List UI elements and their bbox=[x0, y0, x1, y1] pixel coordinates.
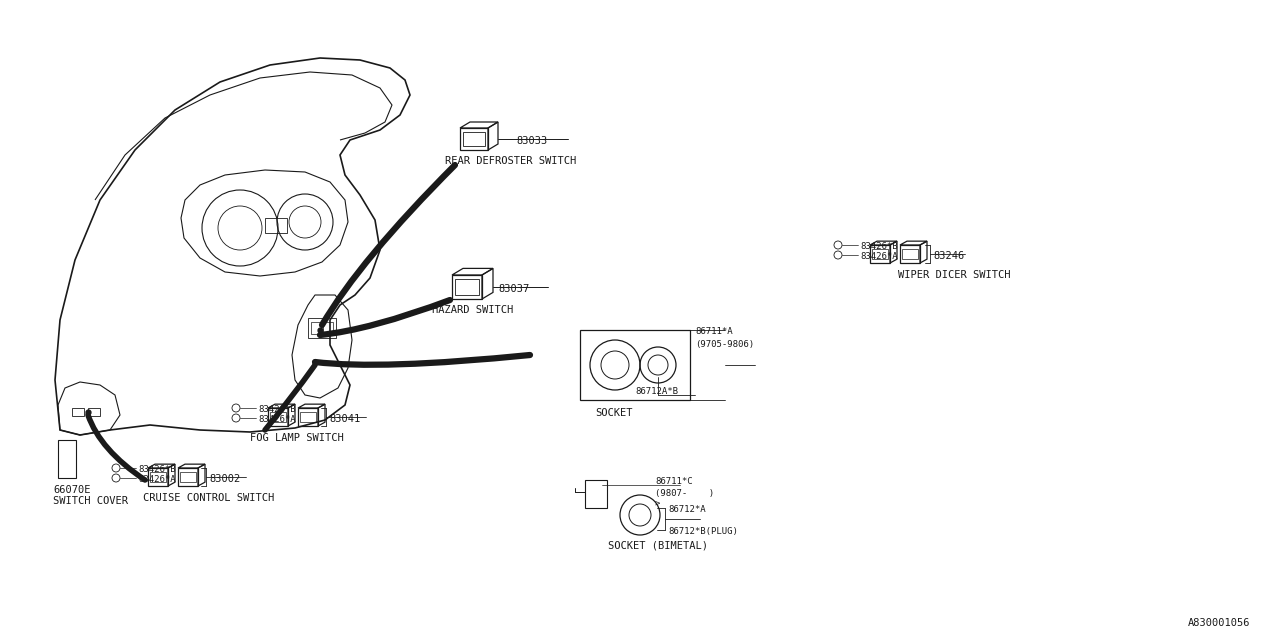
Bar bbox=[323, 322, 333, 334]
Text: 86711*A: 86711*A bbox=[695, 327, 732, 336]
Text: HAZARD SWITCH: HAZARD SWITCH bbox=[433, 305, 513, 315]
Bar bbox=[88, 408, 100, 416]
Text: WIPER DICER SWITCH: WIPER DICER SWITCH bbox=[899, 270, 1010, 280]
Bar bbox=[270, 412, 285, 422]
Text: (9705-9806): (9705-9806) bbox=[695, 340, 754, 349]
Bar bbox=[265, 218, 287, 233]
Text: 86712*A: 86712*A bbox=[668, 505, 705, 514]
Bar bbox=[585, 480, 607, 508]
Text: 83246: 83246 bbox=[933, 251, 964, 261]
Text: >: > bbox=[655, 500, 660, 509]
Text: 66070E: 66070E bbox=[52, 485, 91, 495]
Bar bbox=[58, 440, 76, 478]
Text: 83426*B: 83426*B bbox=[138, 465, 175, 474]
Text: 86711*C: 86711*C bbox=[655, 477, 692, 486]
Text: 83002: 83002 bbox=[209, 474, 241, 484]
Text: 83426*A: 83426*A bbox=[138, 475, 175, 484]
Bar bbox=[452, 275, 483, 299]
Bar bbox=[870, 245, 890, 263]
Bar bbox=[580, 330, 690, 400]
Bar bbox=[148, 468, 168, 486]
Text: REAR DEFROSTER SWITCH: REAR DEFROSTER SWITCH bbox=[445, 156, 576, 166]
Text: 83426*B: 83426*B bbox=[259, 405, 296, 414]
Bar bbox=[454, 279, 479, 295]
Bar bbox=[72, 408, 84, 416]
Text: 86712*B(PLUG): 86712*B(PLUG) bbox=[668, 527, 737, 536]
Text: 86712A*B: 86712A*B bbox=[635, 387, 678, 396]
Bar bbox=[872, 249, 888, 259]
Text: 83426*A: 83426*A bbox=[259, 415, 296, 424]
Text: 83033: 83033 bbox=[516, 136, 548, 146]
Bar bbox=[150, 472, 166, 482]
Bar bbox=[180, 472, 196, 482]
Bar bbox=[298, 408, 317, 426]
Text: (9807-    ): (9807- ) bbox=[655, 489, 714, 498]
Bar bbox=[460, 128, 488, 150]
Text: SOCKET (BIMETAL): SOCKET (BIMETAL) bbox=[608, 540, 708, 550]
Text: SWITCH COVER: SWITCH COVER bbox=[52, 496, 128, 506]
Bar bbox=[308, 318, 335, 338]
Text: 83426*A: 83426*A bbox=[860, 252, 897, 261]
Text: A830001056: A830001056 bbox=[1188, 618, 1251, 628]
Text: SOCKET: SOCKET bbox=[595, 408, 632, 418]
Text: 83037: 83037 bbox=[498, 284, 529, 294]
Text: 83426*B: 83426*B bbox=[860, 242, 897, 251]
Bar bbox=[902, 249, 918, 259]
Bar bbox=[900, 245, 920, 263]
Text: CRUISE CONTROL SWITCH: CRUISE CONTROL SWITCH bbox=[143, 493, 274, 503]
Bar bbox=[300, 412, 316, 422]
Text: 83041: 83041 bbox=[329, 414, 360, 424]
Text: FOG LAMP SWITCH: FOG LAMP SWITCH bbox=[250, 433, 344, 443]
Bar bbox=[311, 322, 321, 334]
Bar bbox=[268, 408, 288, 426]
Bar bbox=[178, 468, 198, 486]
Bar bbox=[463, 132, 485, 146]
